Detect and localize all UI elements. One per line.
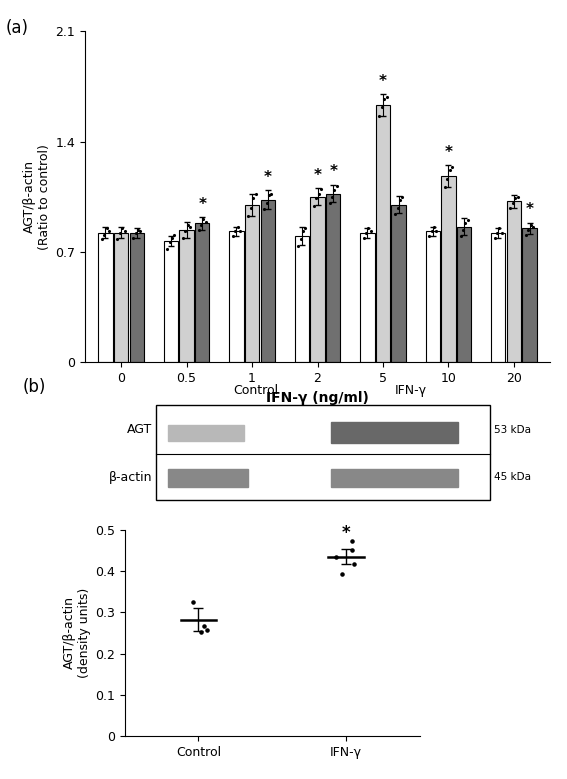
Bar [491, 233, 506, 362]
Bar [129, 233, 144, 362]
Text: *: * [314, 167, 321, 182]
Text: AGT: AGT [127, 423, 153, 436]
Bar [98, 233, 113, 362]
Bar [326, 193, 340, 362]
Text: (a): (a) [6, 19, 29, 37]
Bar [360, 233, 375, 362]
Text: *: * [526, 203, 534, 217]
Text: *: * [445, 145, 452, 160]
Bar [156, 404, 490, 500]
Y-axis label: AGT/β-actin
(density units): AGT/β-actin (density units) [63, 588, 91, 678]
Bar [260, 200, 275, 362]
Text: 45 kDa: 45 kDa [494, 472, 531, 482]
Bar [229, 231, 244, 362]
Bar [391, 205, 406, 362]
Bar [295, 236, 309, 362]
X-axis label: IFN-γ (ng/ml): IFN-γ (ng/ml) [266, 390, 369, 404]
Bar [179, 230, 194, 362]
Text: β-actin: β-actin [109, 471, 153, 484]
Bar [114, 233, 128, 362]
Text: Control: Control [233, 384, 278, 397]
Bar [168, 469, 248, 488]
Bar [168, 425, 244, 441]
Text: 53 kDa: 53 kDa [494, 425, 531, 435]
Y-axis label: AGT/β-actin
(Ratio to control): AGT/β-actin (Ratio to control) [23, 144, 51, 249]
Bar [507, 202, 521, 362]
Text: *: * [329, 164, 337, 179]
Bar [331, 469, 458, 488]
Bar [331, 422, 458, 443]
Text: (b): (b) [23, 378, 46, 396]
Text: IFN-γ: IFN-γ [395, 384, 426, 397]
Text: *: * [379, 74, 387, 89]
Text: *: * [264, 170, 272, 185]
Bar [441, 176, 456, 362]
Text: *: * [198, 196, 206, 212]
Bar [426, 231, 440, 362]
Bar [310, 197, 325, 362]
Bar [164, 241, 178, 362]
Bar [245, 205, 259, 362]
Bar [522, 228, 537, 362]
Bar [457, 227, 471, 362]
Bar [376, 105, 390, 362]
Text: *: * [341, 523, 350, 541]
Bar [195, 224, 209, 362]
